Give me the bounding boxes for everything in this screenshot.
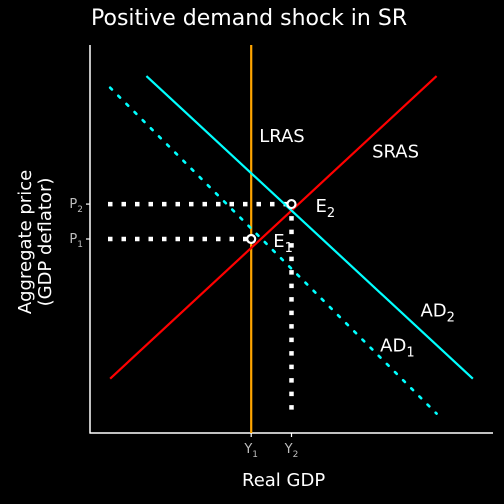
series-label-ad2: AD2 bbox=[420, 301, 454, 326]
x-axis-label: Real GDP bbox=[242, 470, 326, 491]
series-label-sras: SRAS bbox=[372, 142, 419, 163]
equilibrium-label-e1: E1 bbox=[273, 231, 293, 256]
equilibrium-label-e2: E2 bbox=[316, 196, 336, 221]
x-tick-label-y1: Y1 bbox=[243, 442, 258, 460]
equilibrium-point-1 bbox=[246, 233, 257, 245]
series-label-ad1: AD1 bbox=[380, 336, 414, 361]
series-label-lras: LRAS bbox=[259, 126, 305, 147]
y-tick-label-p2: P2 bbox=[69, 197, 83, 215]
y-tick-label-p1: P1 bbox=[69, 232, 83, 250]
series-line-ad2 bbox=[145, 75, 474, 380]
series-line-sras bbox=[109, 75, 438, 380]
x-tick-label-y2: Y2 bbox=[284, 442, 299, 460]
equilibrium-point-2 bbox=[286, 198, 297, 210]
series-line-ad1 bbox=[108, 86, 438, 415]
chart-title: Positive demand shock in SR bbox=[91, 6, 408, 31]
